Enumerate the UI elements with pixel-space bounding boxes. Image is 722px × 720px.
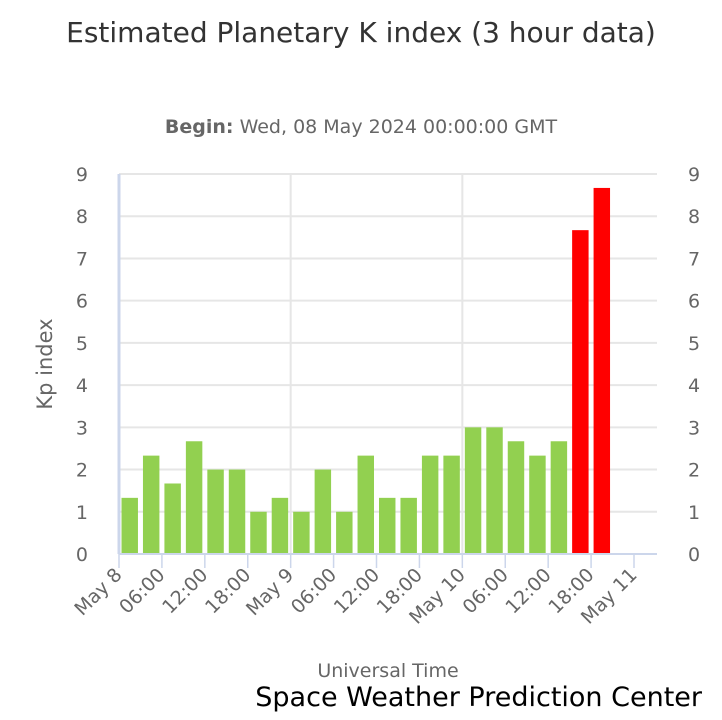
bar-May-10-03-00 [486,427,503,554]
x-tick-label: 06:00 [459,564,513,618]
bar-May-9-21-00 [443,455,460,554]
credit-text: Space Weather Prediction Center [255,682,702,713]
y-tick-label-right: 3 [688,417,700,439]
bar-May-8-21-00 [271,497,289,554]
bar-May-8-06-00 [164,483,181,554]
subtitle-value: Wed, 08 May 2024 00:00:00 GMT [239,116,558,138]
bar-May-10-15-00 [572,230,589,554]
bar-May-8-00-00 [121,497,138,554]
bar-May-9-18-00 [421,455,439,554]
bar-May-8-12-00 [207,469,224,554]
x-tick-label: 12:00 [158,564,212,618]
y-tick-label-left: 5 [76,333,88,355]
y-tick-label-left: 6 [76,291,88,313]
bar-May-8-03-00 [142,455,160,554]
y-tick-label-right: 9 [688,164,700,186]
x-tick-label: May 9 [242,564,298,620]
bar-May-9-15-00 [400,497,417,554]
y-tick-label-left: 7 [76,248,88,270]
y-tick-label-left: 9 [76,164,88,186]
y-tick-label-right: 2 [688,460,700,482]
bar-May-8-18-00 [250,511,267,554]
chart-subtitle: Begin: Wed, 08 May 2024 00:00:00 GMT [0,116,722,138]
bar-May-8-09-00 [185,441,203,554]
y-tick-label-left: 8 [76,206,88,228]
y-tick-label-right: 4 [688,375,700,397]
x-tick-label: 06:00 [115,564,169,618]
x-tick-label: 12:00 [330,564,384,618]
bar-May-9-03-00 [314,469,332,554]
y-tick-label-right: 8 [688,206,700,228]
bar-May-9-06-00 [336,511,353,554]
x-tick-label: 12:00 [501,564,555,618]
bar-May-9-00-00 [293,511,310,554]
bar-May-10-06-00 [507,441,525,554]
bar-May-10-12-00 [550,441,568,554]
y-tick-label-left: 4 [76,375,88,397]
y-tick-label-left: 2 [76,460,88,482]
y-axis-title: Kp index [33,318,57,409]
y-tick-label-right: 0 [688,544,700,566]
x-tick-label: 06:00 [287,564,341,618]
bar-May-10-18-00 [593,187,611,554]
y-tick-label-right: 1 [688,502,700,524]
y-tick-label-right: 6 [688,291,700,313]
y-tick-label-right: 7 [688,248,700,270]
x-axis-title: Universal Time [317,660,458,682]
bar-May-10-00-00 [464,427,482,554]
y-tick-label-left: 3 [76,417,88,439]
y-tick-label-right: 5 [688,333,700,355]
bar-May-10-09-00 [529,455,546,554]
bar-May-9-12-00 [379,497,396,554]
bar-May-8-15-00 [228,469,246,554]
bar-May-9-09-00 [357,455,374,554]
y-tick-label-left: 0 [76,544,88,566]
chart-title: Estimated Planetary K index (3 hour data… [66,16,656,49]
x-tick-label: May 8 [70,564,126,620]
subtitle-label: Begin: [164,116,234,138]
y-tick-label-left: 1 [76,502,88,524]
